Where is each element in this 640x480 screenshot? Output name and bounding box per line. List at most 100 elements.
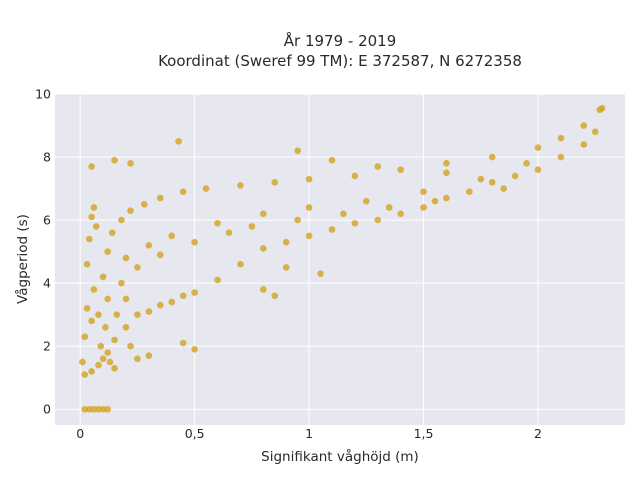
data-point [111, 364, 118, 372]
data-point [122, 295, 130, 303]
y-tick-label: 0 [43, 402, 51, 417]
data-point [282, 264, 290, 271]
data-point [88, 368, 95, 375]
x-axis-title: Signifikant våghöjd (m) [261, 448, 419, 465]
x-tick-label: 2 [534, 426, 542, 441]
data-point [305, 175, 313, 183]
data-point [374, 216, 382, 224]
data-point [99, 355, 107, 363]
data-point [99, 405, 107, 413]
data-point [179, 339, 187, 347]
data-point [134, 355, 141, 363]
data-point [95, 361, 102, 369]
data-point [81, 405, 89, 413]
data-point [104, 349, 111, 356]
grid-lines [55, 93, 625, 425]
data-point [500, 185, 507, 192]
data-point [534, 166, 542, 173]
data-point [108, 229, 116, 237]
data-point [83, 260, 91, 268]
data-point [118, 279, 125, 287]
data-point [214, 219, 221, 227]
data-point [431, 197, 439, 205]
data-point [385, 204, 393, 211]
y-tick-label: 10 [35, 87, 51, 102]
data-point [351, 219, 359, 227]
data-point [191, 289, 198, 296]
x-tick-label: 0,5 [185, 426, 205, 441]
data-point [111, 336, 118, 344]
data-point [237, 260, 244, 268]
data-point [523, 160, 530, 167]
data-point [420, 188, 427, 196]
data-point [99, 273, 107, 281]
data-point [328, 226, 336, 233]
data-point [328, 156, 336, 164]
data-point [397, 166, 404, 173]
x-tick-label: 1 [305, 426, 313, 441]
data-point [225, 229, 233, 237]
y-tick-label: 6 [43, 213, 51, 228]
data-point [81, 333, 89, 341]
data-point [511, 172, 519, 180]
data-point [305, 204, 313, 211]
data-point [168, 232, 176, 240]
data-point [145, 352, 153, 359]
data-point [591, 128, 599, 136]
data-point [598, 104, 606, 112]
data-point [90, 204, 98, 211]
data-point [248, 223, 256, 230]
data-point [86, 235, 93, 243]
data-point [90, 405, 98, 413]
data-point [95, 311, 102, 318]
data-point [534, 144, 542, 151]
data-point [420, 204, 427, 211]
data-point [282, 238, 290, 246]
data-point [191, 238, 198, 246]
data-point [340, 210, 347, 218]
data-point [191, 346, 198, 353]
data-point [111, 156, 118, 164]
data-point [294, 216, 301, 224]
chart-subtitle: Koordinat (Sweref 99 TM): E 372587, N 62… [158, 52, 522, 70]
data-point [557, 153, 565, 161]
data-point [113, 311, 121, 318]
data-point [104, 295, 111, 303]
chart-title: År 1979 - 2019 [284, 31, 397, 50]
data-point [179, 292, 187, 300]
data-point [237, 182, 244, 189]
data-point [374, 163, 382, 170]
data-point [317, 270, 324, 277]
data-point [127, 342, 134, 350]
data-point [157, 251, 164, 259]
data-points [79, 104, 606, 413]
data-point [175, 137, 182, 145]
x-tick-label: 1,5 [414, 426, 434, 441]
data-point [88, 317, 95, 325]
data-point [90, 286, 98, 293]
data-point [477, 175, 485, 183]
data-point [294, 147, 301, 155]
y-tick-labels: 0 2 4 6 8 10 [35, 87, 51, 417]
data-point [127, 160, 134, 167]
data-point [95, 405, 102, 413]
data-point [260, 245, 267, 252]
data-point [104, 248, 111, 255]
data-point [97, 342, 105, 350]
data-point [145, 242, 153, 249]
data-point [443, 160, 450, 167]
data-point [118, 216, 125, 224]
y-tick-label: 4 [43, 276, 51, 291]
data-point [157, 301, 164, 309]
data-point [88, 163, 95, 170]
data-point [351, 172, 359, 180]
y-tick-label: 8 [43, 150, 51, 165]
data-point [488, 178, 496, 186]
x-tick-labels: 0 0,5 1 1,5 2 [76, 426, 542, 441]
data-point [214, 276, 221, 284]
data-point [580, 122, 588, 129]
x-tick-label: 0 [76, 426, 84, 441]
data-point [466, 188, 473, 196]
